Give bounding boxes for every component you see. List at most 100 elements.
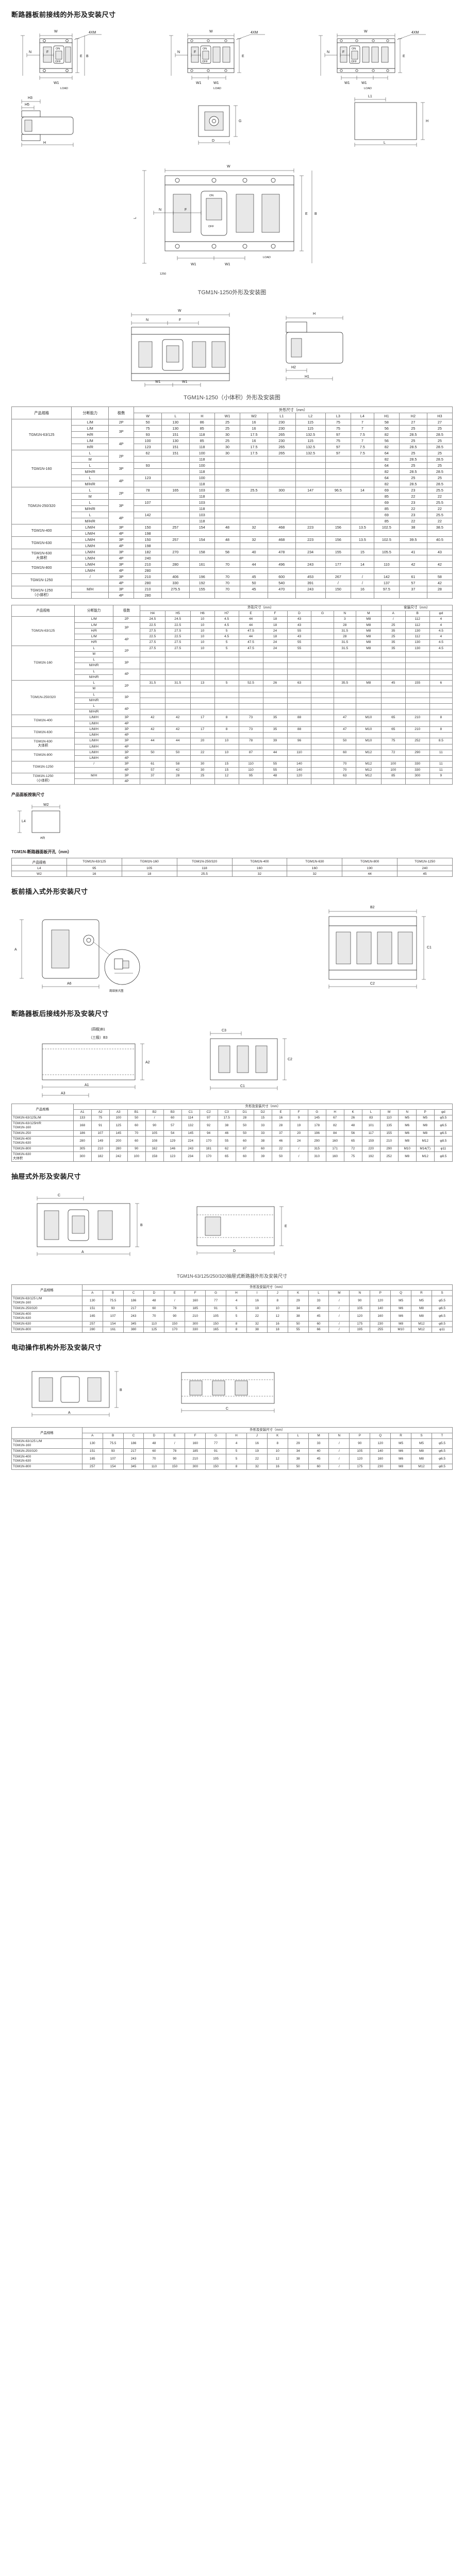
cell-D: 55	[287, 645, 312, 652]
cell-W1	[214, 592, 241, 599]
th-rear-B1: B1	[127, 1109, 146, 1116]
cell-H5	[164, 778, 191, 785]
svg-text:B: B	[86, 55, 89, 58]
cell-H4: 27.5	[139, 645, 165, 652]
cell-rear-A3: 200	[109, 1136, 128, 1147]
th-col-φd: φd	[429, 611, 453, 617]
cell-H6	[190, 691, 215, 698]
cell-motor-spec: TGM1N-63/125 L/M TGM1N-160	[11, 1438, 82, 1449]
cell-H1: 110	[373, 561, 400, 568]
th-rear-phi: φd	[434, 1109, 453, 1116]
cell-A	[380, 668, 406, 675]
cell-H6	[190, 778, 215, 785]
cell-breaking: M/H/R	[71, 481, 109, 487]
cell-rear-C3: 46	[217, 1130, 236, 1137]
cell-drawin-H: 5	[226, 1306, 247, 1312]
cell-H3: 28.5	[426, 456, 453, 463]
svg-text:LOAD: LOAD	[213, 87, 221, 90]
cell-W1	[214, 505, 241, 512]
cell-H6	[190, 743, 215, 750]
cell-W2	[240, 462, 268, 469]
cell-rear-N: M8	[397, 1136, 417, 1147]
cell-G	[311, 761, 334, 768]
th-col-L1: L1	[267, 413, 296, 419]
cell-H5: 24.5	[164, 616, 191, 623]
th-col-H7: H7	[214, 611, 239, 617]
table-row: TGM1N-1250 （小体积） M/H 3P 37 28 25 12 95 48 120 63 M12…	[11, 772, 453, 785]
drawing-2p-front: W ON OFF N	[11, 24, 152, 91]
cell-φd	[429, 674, 453, 681]
cell-rear-K: 65	[343, 1136, 362, 1147]
cell-motor-G: 150	[205, 1464, 227, 1470]
cell-motor-Q: 230	[370, 1464, 391, 1470]
th-motor-R: R	[390, 1433, 412, 1439]
cell-rear-spec: TGM1N-400 TGM1N-630	[11, 1136, 74, 1147]
table-row: TGM1N-800 L/M/H 3P 50 50 22 10 87 44 110 60 M12 72 29…	[11, 749, 453, 762]
cell-L4	[351, 592, 374, 599]
cell-E	[238, 778, 263, 785]
svg-text:ON: ON	[56, 47, 60, 50]
cell-L3	[325, 592, 352, 599]
cell-L1: 478	[267, 549, 296, 555]
cell-H4: 42	[139, 715, 165, 721]
cell-W	[134, 518, 162, 524]
cell-W: 123	[134, 444, 162, 450]
table-row: L 3P 107 103 69 23 25.5	[12, 499, 453, 512]
cell-H7	[214, 755, 239, 762]
cell-L4: 7.5	[351, 444, 374, 450]
cell-motor-D: 110	[143, 1464, 165, 1470]
cell-F	[262, 663, 288, 669]
cell-rear-N: M6	[397, 1121, 417, 1131]
cell-spec: TGM1N-630 大体积	[11, 549, 72, 562]
cell-breaking	[71, 592, 109, 599]
cell-rear-D2: 39	[253, 1151, 272, 1162]
cell-M: M8	[355, 680, 382, 687]
cell-drawin-S: φ6.5	[431, 1311, 453, 1322]
th-col-D: D	[287, 611, 312, 617]
cell-rear-M: 155	[379, 1130, 399, 1137]
cell-rear-L: 101	[361, 1121, 380, 1131]
svg-text:B2: B2	[370, 906, 375, 909]
cell-panel-label: L4	[11, 865, 67, 872]
cell-rear-L: 220	[361, 1146, 380, 1153]
cell-A: 85	[380, 772, 406, 779]
cell-rear-M: 110	[379, 1115, 399, 1122]
cell-W	[134, 468, 162, 475]
cell-rear-A3: 145	[109, 1130, 128, 1137]
cell-H: 118	[189, 518, 215, 524]
cell-panel-label: W2	[11, 871, 67, 877]
cell-H7: 4.5	[214, 634, 239, 640]
th-motor-C: C	[123, 1433, 144, 1439]
cell-H: 86	[189, 419, 215, 426]
cell-drawin-Q: M6	[390, 1306, 412, 1312]
table-row: H/R 27.5 27.5 10 5 47.5 24 55 31.5 M8 35 130 4.5	[12, 639, 453, 646]
cell-H1: 64	[373, 474, 400, 481]
cell-H3: 28.5	[426, 431, 453, 438]
cell-φd	[429, 743, 453, 750]
table-row: TGM1N-800 280 161 380 125 170 330 165 8 38 18 55 66/…	[11, 1327, 453, 1333]
cell-L3: 97	[325, 450, 352, 456]
cell-H6	[190, 668, 215, 675]
cell-M: M8	[355, 634, 382, 640]
cell-L	[161, 499, 190, 506]
cell-poles: 2P	[108, 487, 135, 500]
rear-wiring-table: 产品规格 外形及安装尺寸（mm） A1 A2 A3 B1 B2 B3 C1 C2 C3 D1 D2 E…	[11, 1104, 453, 1162]
cell-L4: 7	[351, 425, 374, 432]
cell-drawin-G: 150	[205, 1321, 227, 1328]
cell-A: 65	[380, 726, 406, 733]
cell-B	[405, 732, 430, 739]
cell-breaking: L	[74, 680, 114, 687]
svg-text:C1: C1	[427, 946, 432, 950]
cell-rear-L: 117	[361, 1130, 380, 1137]
cell-panel-3: 32	[231, 871, 288, 877]
cell-L4	[351, 493, 374, 500]
table-row: TGM1N-1250/3P 210 406 196 70 45 600 453 267/142 6…	[11, 573, 453, 586]
cell-breaking: L/M/H	[71, 561, 109, 568]
cell-H5	[164, 663, 191, 669]
cell-rear-A1: 280	[73, 1136, 92, 1147]
cell-spec: TGM1N-800	[11, 561, 72, 574]
cell-H6: 25	[190, 772, 215, 779]
cell-W2	[240, 518, 268, 524]
cell-rear-A1: 300	[73, 1151, 92, 1162]
cell-M: M12	[355, 761, 382, 768]
